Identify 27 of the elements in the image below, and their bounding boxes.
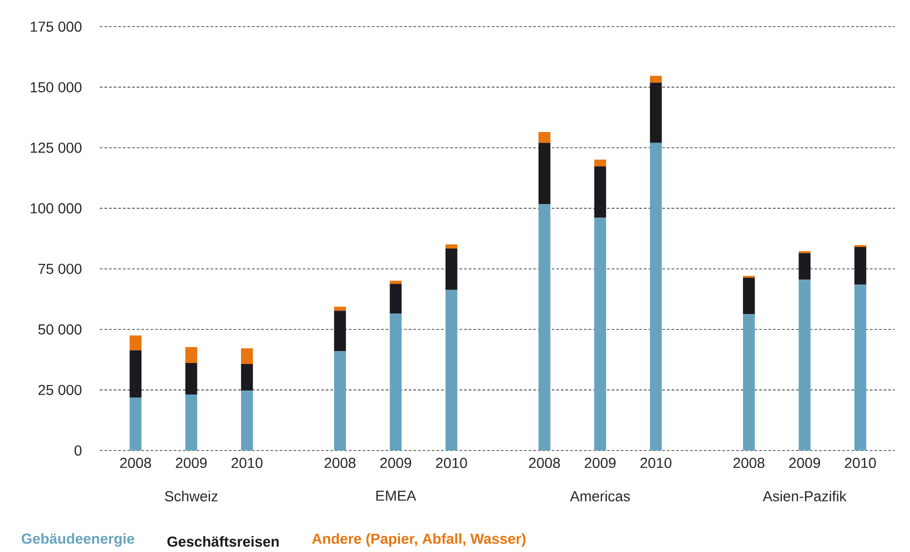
- y-tick-label: 150 000: [30, 82, 82, 92]
- x-tick-label: 2009: [584, 458, 616, 468]
- y-tick-label: 100 000: [30, 203, 82, 214]
- text: Asien-Pazifik: [762, 490, 847, 502]
- x-tick-label: 2010: [844, 458, 876, 468]
- y-tick-label: 0: [74, 445, 82, 456]
- x-tick-label: 2008: [734, 458, 764, 468]
- x-tick-label: 2008: [529, 458, 560, 468]
- x-tick-label: 2008: [120, 458, 152, 468]
- text: Americas: [570, 490, 630, 502]
- y-tick-label: 125 000: [30, 142, 82, 153]
- x-tick-label: 2010: [232, 458, 262, 468]
- text: Schweiz: [164, 490, 218, 502]
- y-tick-label: 175 000: [30, 21, 82, 32]
- text: Andere (Papier, Abfall, Wasser): [312, 533, 526, 547]
- y-tick-label: 50 000: [38, 324, 82, 334]
- y-tick-label: 25 000: [38, 384, 82, 395]
- x-tick-label: 2009: [380, 458, 412, 468]
- x-tick-label: 2009: [789, 458, 820, 468]
- x-tick-label: 2010: [640, 458, 672, 468]
- text: EMEA: [376, 490, 416, 501]
- text: Geschäftsreisen: [167, 536, 279, 547]
- x-tick-label: 2010: [436, 458, 467, 468]
- y-tick-label: 75 000: [38, 264, 82, 274]
- text: Gebäudeenergie: [22, 533, 134, 547]
- x-tick-label: 2008: [324, 458, 356, 468]
- x-tick-label: 2009: [176, 458, 207, 468]
